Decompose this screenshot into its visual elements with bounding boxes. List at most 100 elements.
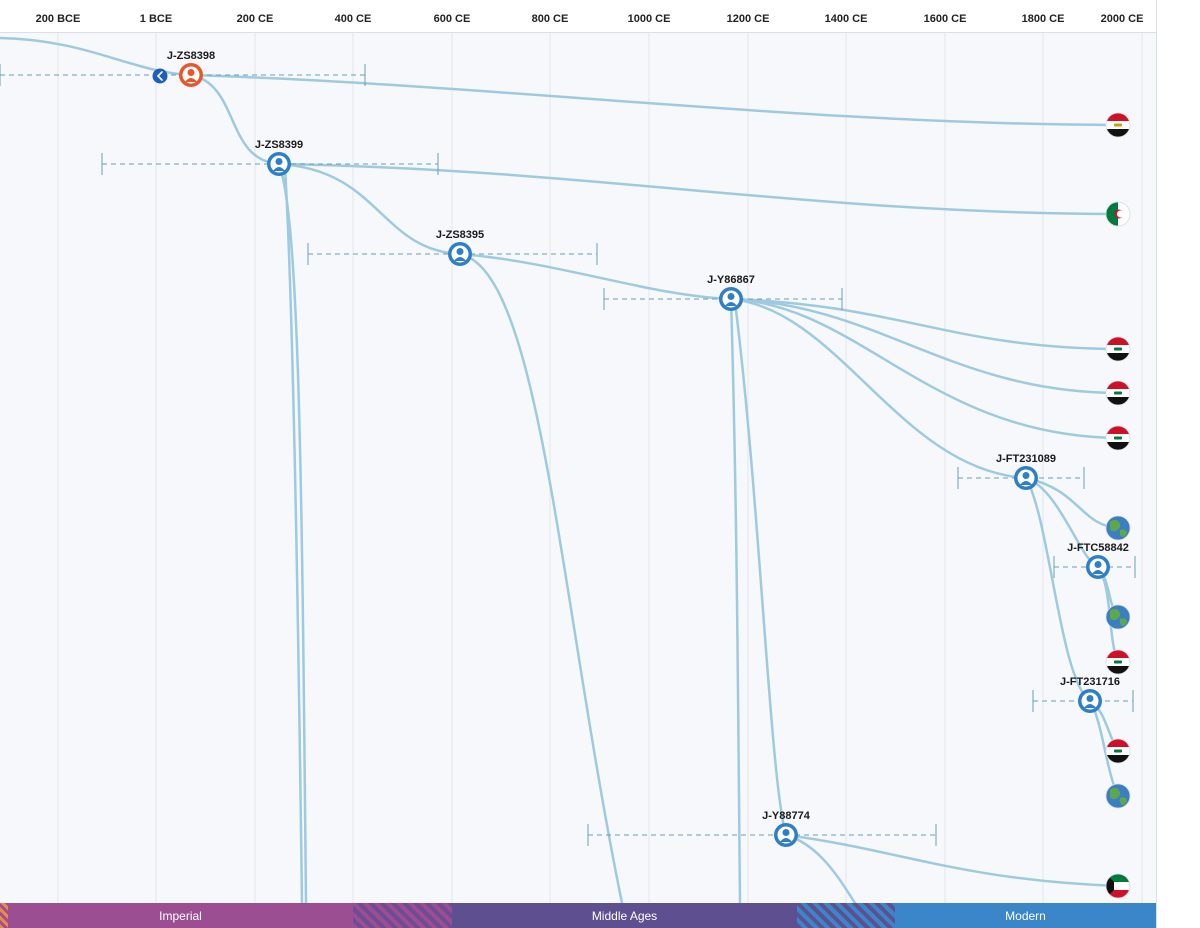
leaf-iraq-flag-icon[interactable] bbox=[1105, 649, 1131, 675]
branch-line bbox=[283, 166, 304, 905]
flag-stripe bbox=[1106, 426, 1130, 434]
era-middle-ages[interactable]: Middle Ages bbox=[452, 903, 797, 928]
globe-icon bbox=[1106, 516, 1130, 540]
leaf-egypt-flag-icon[interactable] bbox=[1105, 112, 1131, 138]
flag-stripe bbox=[1106, 129, 1130, 137]
timeline-axis: 200 BCE 1 BCE 200 CE 400 CE 600 CE 800 C… bbox=[0, 0, 1156, 33]
branch-line bbox=[729, 297, 1120, 440]
person-icon bbox=[782, 829, 790, 836]
flag-emblem bbox=[1114, 123, 1122, 127]
flag-stripe bbox=[1106, 442, 1130, 450]
leaf-algeria-flag-icon[interactable] bbox=[1105, 201, 1131, 227]
person-icon bbox=[1022, 472, 1030, 479]
flag-stripe bbox=[1106, 650, 1130, 658]
tick-label: 200 BCE bbox=[35, 13, 81, 25]
tree-node[interactable]: J-FT231089 bbox=[996, 453, 1056, 490]
flag-stripe bbox=[1106, 202, 1118, 226]
tree-node[interactable]: J-Y86867 bbox=[707, 274, 755, 311]
globe-land bbox=[1110, 609, 1121, 621]
iraq-flag-icon bbox=[1106, 337, 1130, 361]
leaf-globe-icon[interactable] bbox=[1105, 783, 1131, 809]
flag-stripe bbox=[1106, 755, 1130, 763]
globe-icon bbox=[1106, 605, 1130, 629]
branch-line bbox=[729, 297, 1120, 395]
flag-emblem bbox=[1114, 660, 1122, 664]
era-transition bbox=[0, 903, 8, 928]
node-label: J-FT231089 bbox=[996, 453, 1056, 465]
right-gutter bbox=[1156, 0, 1200, 928]
egypt-flag-icon bbox=[1106, 113, 1130, 137]
node-label: J-FT231716 bbox=[1060, 676, 1120, 688]
globe-icon bbox=[1106, 784, 1130, 808]
era-label: Imperial bbox=[159, 908, 202, 923]
person-icon bbox=[456, 248, 464, 255]
leaf-iraq-flag-icon[interactable] bbox=[1105, 738, 1131, 764]
leaf-kuwait-flag-icon[interactable] bbox=[1105, 873, 1131, 899]
person-icon-body bbox=[725, 302, 737, 306]
chevron-left-icon bbox=[156, 71, 163, 81]
tree-node[interactable]: J-Y88774 bbox=[762, 810, 811, 847]
back-circle bbox=[152, 68, 168, 84]
branch-line bbox=[729, 297, 1028, 480]
tree-node[interactable]: J-ZS8399 bbox=[255, 139, 303, 176]
tick-label: 800 CE bbox=[531, 13, 569, 25]
back-button[interactable] bbox=[152, 68, 168, 84]
globe-land bbox=[1110, 520, 1121, 532]
flag-stripe bbox=[1106, 666, 1130, 674]
tree-node[interactable]: J-FT231716 bbox=[1060, 676, 1120, 713]
leaf-border bbox=[1105, 380, 1131, 406]
leaf-iraq-flag-icon[interactable] bbox=[1105, 380, 1131, 406]
flag-stripe bbox=[1106, 381, 1130, 389]
era-imperial[interactable]: Imperial bbox=[8, 903, 353, 928]
tick-label: 600 CE bbox=[433, 13, 471, 25]
tick-label: 1200 CE bbox=[726, 13, 770, 25]
flag-emblem bbox=[1114, 749, 1122, 753]
leaf-globe-icon[interactable] bbox=[1105, 515, 1131, 541]
flag-stripe bbox=[1106, 890, 1130, 898]
era-transition bbox=[353, 903, 452, 928]
person-icon bbox=[187, 69, 195, 76]
branch-line bbox=[729, 297, 742, 905]
person-icon-body bbox=[185, 78, 197, 82]
person-icon-body bbox=[454, 257, 466, 261]
era-modern[interactable]: Modern bbox=[895, 903, 1156, 928]
branch-line bbox=[277, 162, 308, 905]
globe-land bbox=[1110, 788, 1121, 800]
tree-node[interactable]: J-FTC58842 bbox=[1067, 542, 1129, 579]
tick-label: 1800 CE bbox=[1021, 13, 1065, 25]
globe-land bbox=[1119, 529, 1127, 537]
leaf-border bbox=[1105, 873, 1131, 899]
leaf-border bbox=[1105, 604, 1131, 630]
person-icon-body bbox=[1020, 481, 1032, 485]
person-icon bbox=[727, 293, 735, 300]
flag-emblem bbox=[1114, 436, 1122, 440]
leaf-border bbox=[1105, 336, 1131, 362]
leaf-iraq-flag-icon[interactable] bbox=[1105, 336, 1131, 362]
tick-label: 1400 CE bbox=[824, 13, 868, 25]
node-label: J-ZS8399 bbox=[255, 139, 303, 151]
algeria-flag-icon bbox=[1106, 202, 1130, 226]
iraq-flag-icon bbox=[1106, 426, 1130, 450]
tree-node[interactable]: J-ZS8398 bbox=[167, 50, 215, 87]
branch-line bbox=[458, 252, 624, 905]
person-icon-body bbox=[1092, 570, 1104, 574]
node-label: J-Y88774 bbox=[762, 810, 811, 822]
tick-label: 1 BCE bbox=[139, 13, 173, 25]
person-icon-body bbox=[1084, 704, 1096, 708]
leaf-iraq-flag-icon[interactable] bbox=[1105, 425, 1131, 451]
globe-land bbox=[1119, 797, 1127, 805]
tick-label: 1600 CE bbox=[923, 13, 967, 25]
tick-label: 400 CE bbox=[334, 13, 372, 25]
era-label: Modern bbox=[1005, 908, 1046, 923]
leaf-globe-icon[interactable] bbox=[1105, 604, 1131, 630]
person-icon bbox=[275, 158, 283, 165]
flag-stripe bbox=[1106, 397, 1130, 405]
tree-node[interactable]: J-ZS8395 bbox=[436, 229, 484, 266]
person-icon-body bbox=[273, 167, 285, 171]
branch-line bbox=[277, 162, 462, 256]
leaf-border bbox=[1105, 425, 1131, 451]
tick-label: 1000 CE bbox=[627, 13, 671, 25]
person-icon bbox=[1094, 561, 1102, 568]
